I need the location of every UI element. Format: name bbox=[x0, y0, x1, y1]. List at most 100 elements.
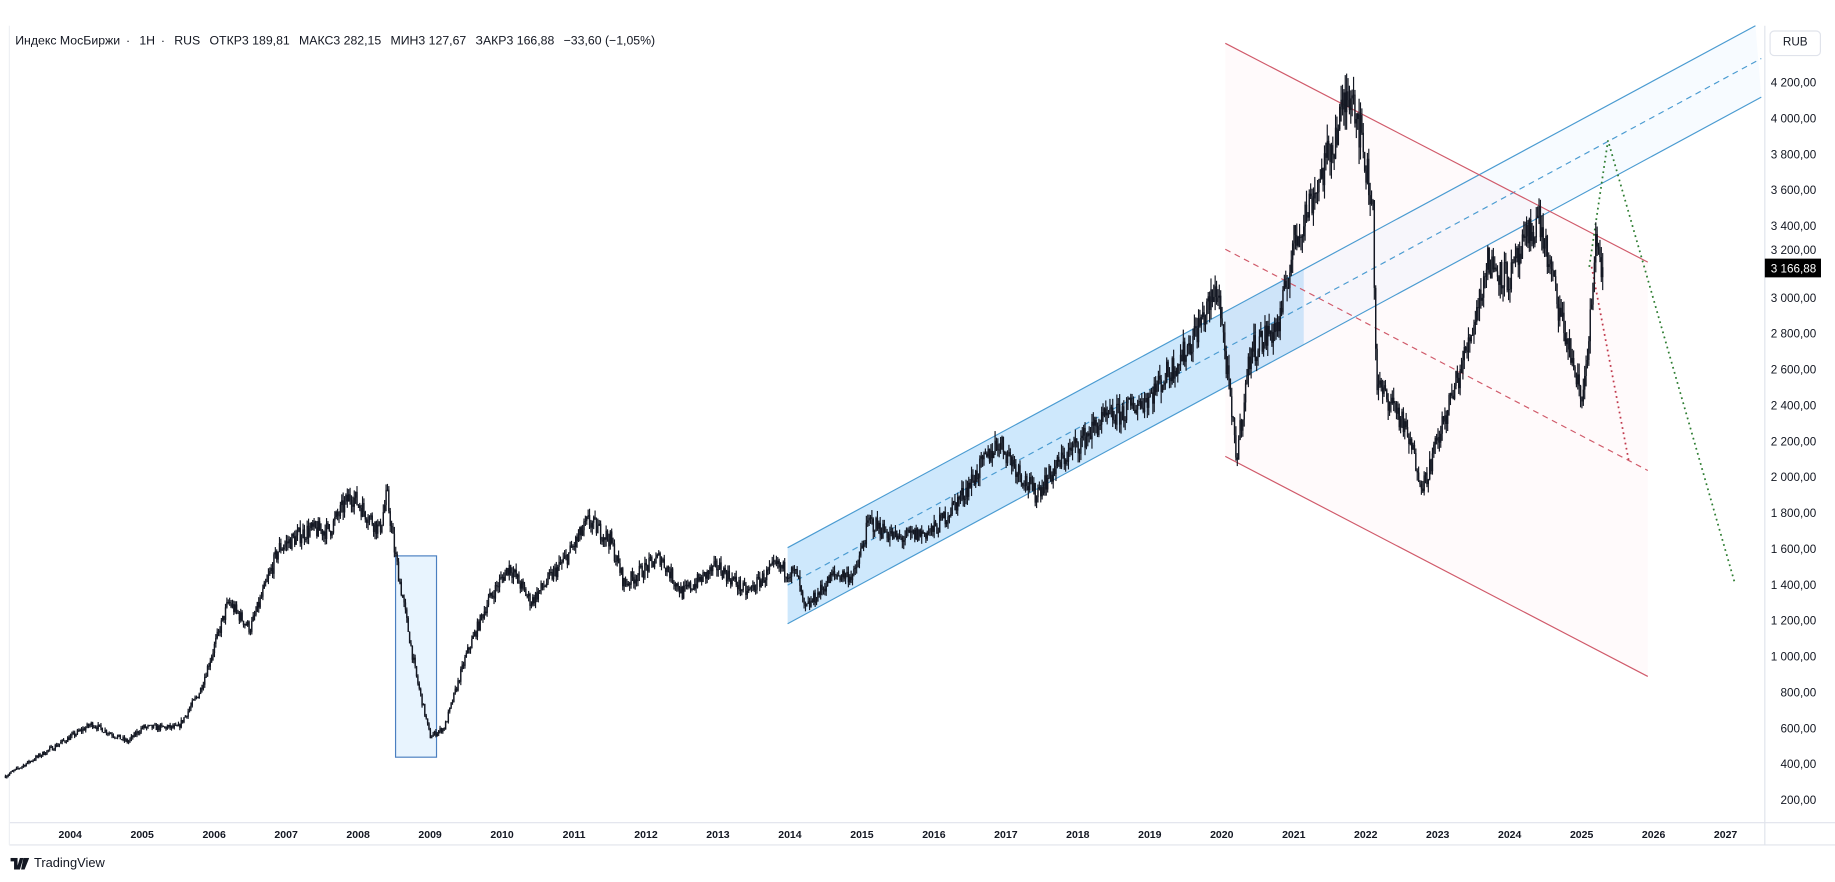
candle bbox=[831, 569, 833, 582]
candle bbox=[1296, 223, 1298, 251]
candle bbox=[15, 766, 18, 771]
candle bbox=[370, 513, 372, 520]
candle bbox=[1437, 428, 1439, 449]
drawdown-rectangle[interactable] bbox=[394, 555, 438, 758]
candle bbox=[1545, 228, 1547, 257]
candle bbox=[1117, 397, 1119, 414]
red-channel-median-line[interactable] bbox=[1225, 248, 1649, 471]
candle bbox=[587, 509, 589, 520]
candle bbox=[1106, 406, 1108, 425]
price-axis[interactable]: 200,00 400,00 600,00 800,00 1 000,00 1 200,00… bbox=[1771, 77, 1817, 807]
candle bbox=[262, 584, 264, 601]
time-axis[interactable]: 2004 2005 2006 2007 2008 2009 2010 2011 2012 2013… bbox=[59, 829, 1738, 841]
candle bbox=[1078, 448, 1081, 463]
candle bbox=[1077, 441, 1079, 463]
candle bbox=[530, 601, 533, 609]
year-tick-label: 2021 bbox=[1282, 829, 1306, 841]
candle bbox=[1311, 188, 1313, 216]
candle bbox=[849, 574, 851, 586]
candle bbox=[921, 525, 923, 544]
candle bbox=[699, 573, 701, 583]
candle bbox=[534, 591, 537, 609]
blue-channel-bottom-line[interactable] bbox=[787, 96, 1762, 625]
candle bbox=[1397, 401, 1399, 420]
candle bbox=[197, 696, 199, 699]
symbol-name[interactable]: Индекс МосБиржи bbox=[15, 33, 121, 48]
red-channel-bottom-line[interactable] bbox=[1225, 455, 1649, 677]
candle bbox=[566, 554, 569, 569]
candle bbox=[57, 743, 59, 747]
blue-channel-top-line[interactable] bbox=[787, 25, 1756, 549]
price-tick-label: 1 200,00 bbox=[1771, 615, 1817, 628]
price-tick-label: 4 200,00 bbox=[1771, 77, 1817, 90]
candle bbox=[796, 566, 798, 577]
candle bbox=[868, 514, 870, 527]
candle bbox=[973, 474, 976, 487]
candle bbox=[1485, 263, 1488, 288]
red-channel-top-line[interactable] bbox=[1225, 42, 1649, 263]
tradingview-logo[interactable]: TradingView bbox=[10, 857, 105, 871]
candle bbox=[372, 522, 375, 537]
candle bbox=[1588, 336, 1590, 366]
candle bbox=[1181, 349, 1183, 362]
candle bbox=[716, 558, 718, 577]
candle bbox=[1161, 384, 1164, 393]
candle bbox=[1159, 364, 1161, 384]
candle bbox=[912, 529, 915, 535]
candle bbox=[263, 580, 265, 589]
candle bbox=[818, 591, 820, 598]
candle bbox=[1145, 393, 1147, 403]
candle bbox=[29, 760, 32, 764]
candle bbox=[718, 558, 721, 571]
candle bbox=[347, 489, 350, 502]
candle bbox=[364, 510, 367, 523]
year-tick-label: 2024 bbox=[1498, 829, 1522, 841]
candle bbox=[331, 531, 333, 539]
candle bbox=[1541, 215, 1543, 251]
candle bbox=[659, 551, 661, 568]
candle bbox=[941, 512, 944, 521]
candle bbox=[1543, 238, 1546, 258]
candle bbox=[399, 578, 401, 585]
candle bbox=[444, 720, 447, 730]
candle bbox=[486, 599, 488, 617]
price-tick-label: 600,00 bbox=[1781, 722, 1817, 735]
candle bbox=[1291, 240, 1294, 274]
candle bbox=[1020, 473, 1023, 487]
candle bbox=[115, 737, 117, 739]
currency-button[interactable]: RUB bbox=[1769, 30, 1821, 57]
candle bbox=[460, 666, 462, 686]
candle bbox=[634, 574, 636, 590]
candle bbox=[730, 577, 732, 589]
candle bbox=[937, 527, 940, 538]
candle bbox=[1446, 409, 1449, 432]
candle bbox=[35, 754, 37, 762]
candle bbox=[341, 494, 343, 513]
candle bbox=[561, 559, 563, 570]
candle bbox=[277, 551, 279, 564]
candle bbox=[475, 630, 477, 640]
candle bbox=[1419, 480, 1421, 488]
candle bbox=[1262, 341, 1265, 357]
candle bbox=[631, 567, 634, 582]
candle bbox=[936, 523, 938, 534]
candle bbox=[471, 635, 473, 649]
candle bbox=[400, 578, 402, 597]
candle bbox=[224, 603, 227, 625]
candle bbox=[1257, 348, 1259, 366]
candle bbox=[969, 478, 971, 489]
candle bbox=[1601, 253, 1604, 291]
candle bbox=[8, 772, 11, 776]
candle bbox=[961, 480, 963, 502]
red-dotted-projection[interactable] bbox=[1590, 266, 1630, 463]
candle bbox=[1045, 467, 1047, 496]
candle bbox=[204, 673, 206, 688]
candle bbox=[750, 585, 753, 593]
candle bbox=[576, 533, 578, 548]
candle bbox=[1206, 298, 1208, 325]
candle bbox=[1046, 474, 1049, 493]
candle bbox=[1235, 426, 1237, 461]
candle bbox=[1510, 249, 1513, 293]
